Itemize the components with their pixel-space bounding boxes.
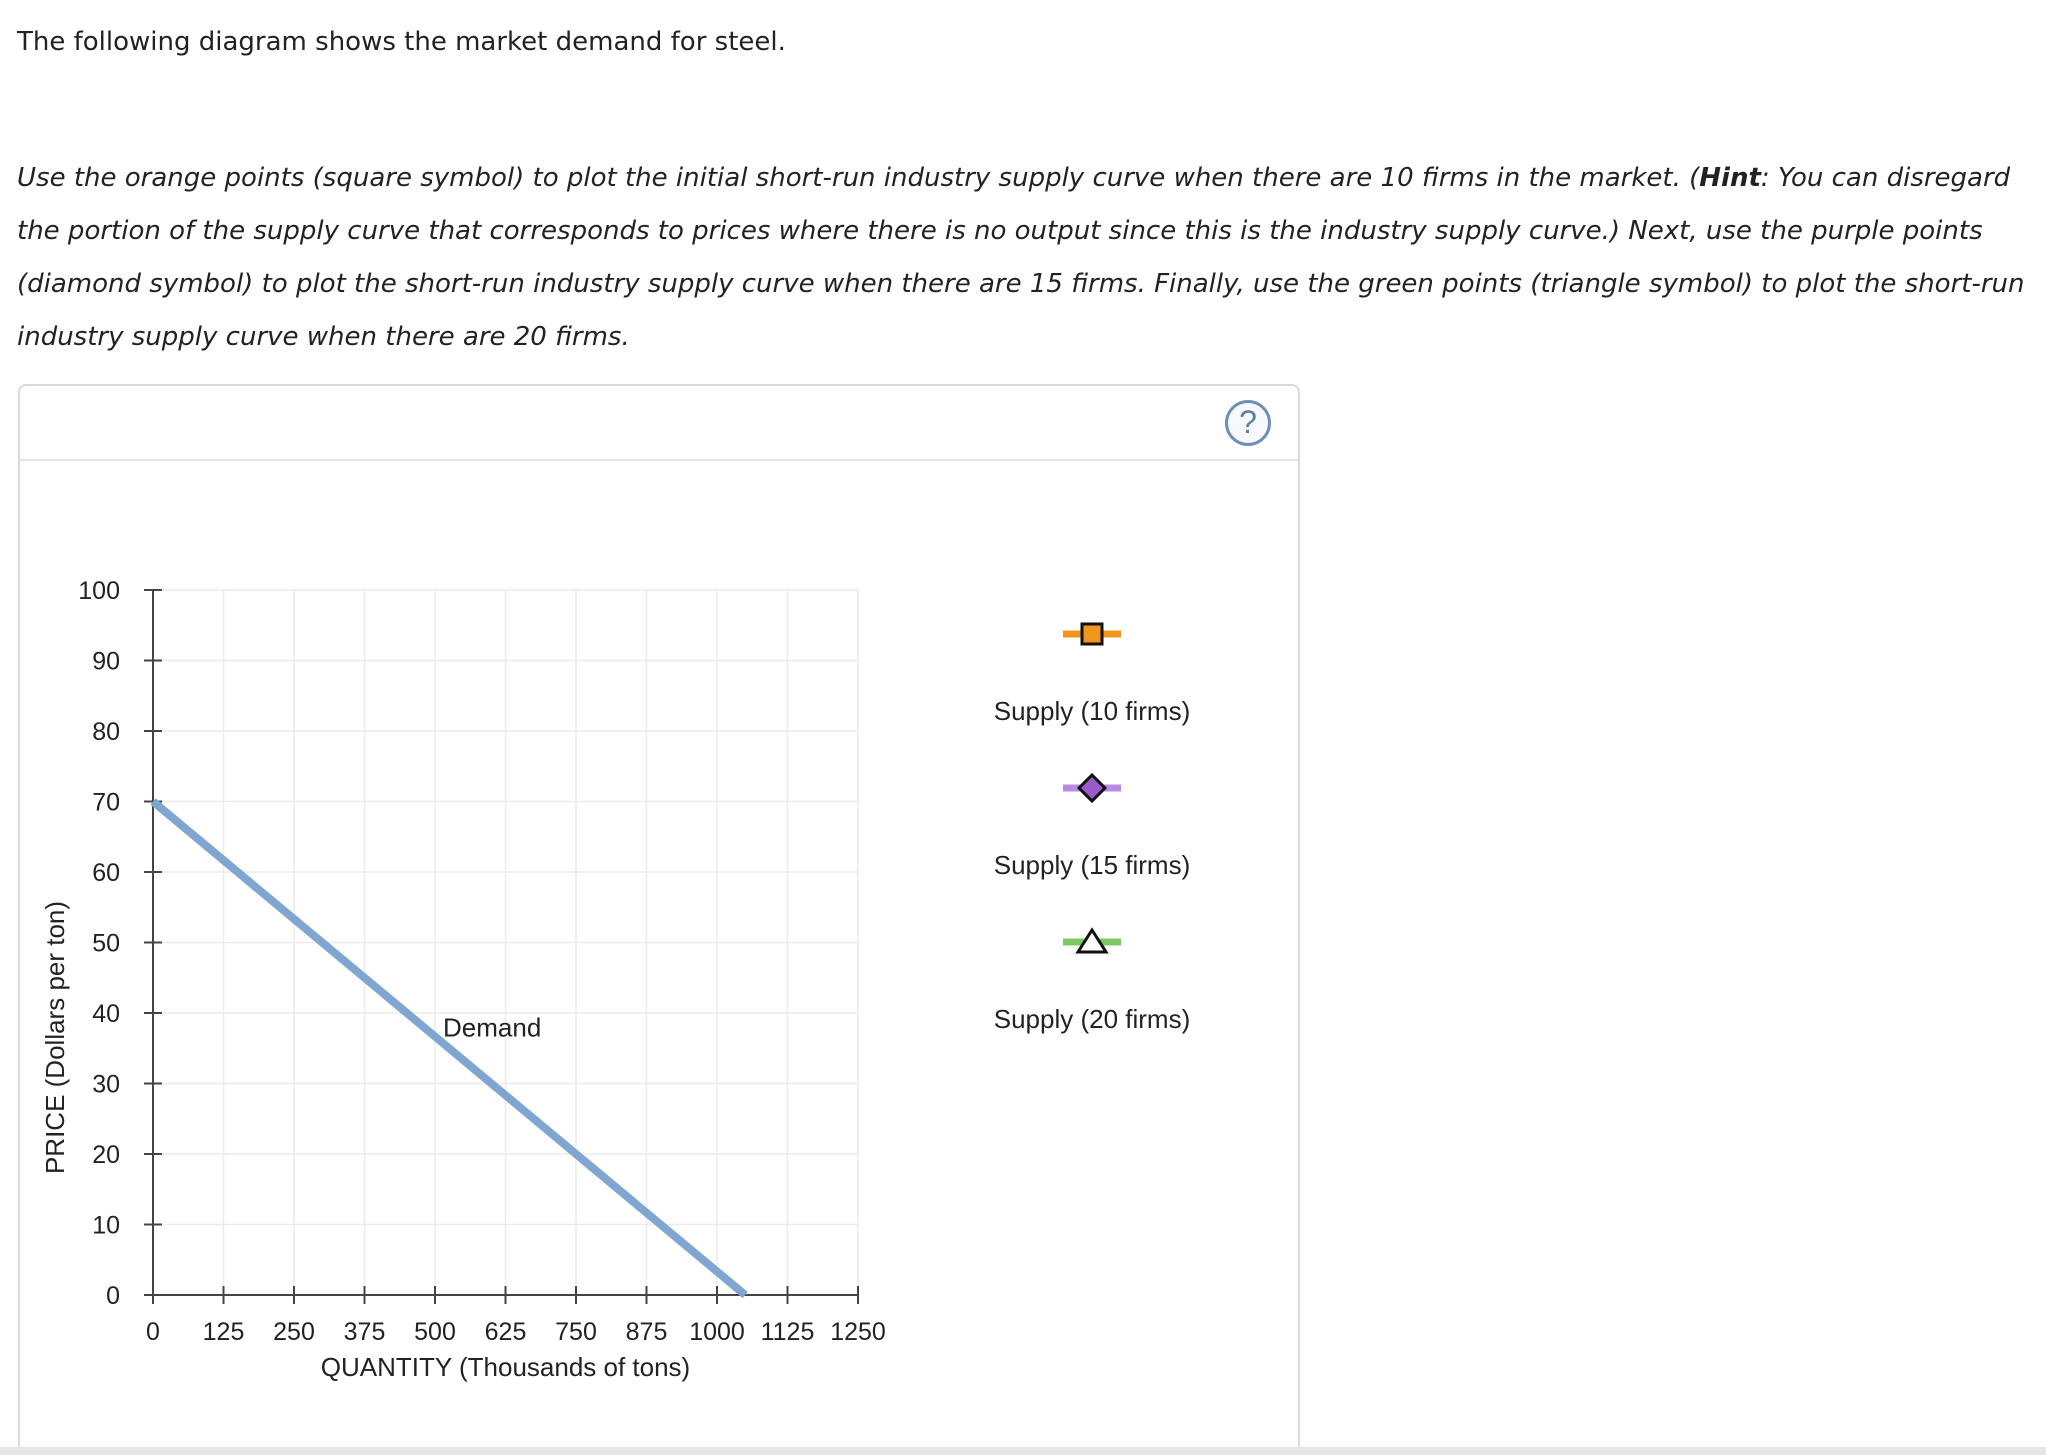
triangle-icon[interactable]: [1075, 927, 1109, 954]
diamond-icon[interactable]: [1076, 772, 1108, 804]
x-tick-label: 375: [344, 1318, 386, 1346]
x-tick-label: 1125: [761, 1318, 815, 1346]
x-axis-title: QUANTITY (Thousands of tons): [321, 1352, 690, 1382]
x-tick-label: 625: [485, 1318, 527, 1346]
y-tick-label: 20: [92, 1141, 120, 1169]
square-icon[interactable]: [1080, 622, 1104, 646]
y-tick-label: 100: [78, 577, 120, 605]
help-button[interactable]: ?: [1225, 400, 1271, 446]
y-tick-label: 60: [92, 859, 120, 887]
instructions-text-part2: : You can disregard the portion of the s…: [17, 163, 2025, 352]
x-tick-label: 875: [626, 1318, 668, 1346]
x-tick-label: 1000: [689, 1318, 745, 1346]
x-tick-label: 750: [555, 1318, 597, 1346]
y-tick-label: 90: [92, 648, 120, 676]
y-tick-label: 30: [92, 1071, 120, 1099]
graph-panel-header: ?: [20, 386, 1298, 461]
y-tick-label: 50: [92, 930, 120, 958]
demand-curve-line[interactable]: [150, 798, 748, 1299]
x-tick-label: 125: [203, 1318, 245, 1346]
y-tick-label: 80: [92, 718, 120, 746]
x-tick-label: 250: [273, 1318, 315, 1346]
palette-label-triangle: Supply (20 firms): [994, 1004, 1191, 1034]
hint-label: Hint: [1699, 163, 1761, 193]
y-axis-title: PRICE (Dollars per ton): [40, 901, 70, 1174]
page-bottom-bar: [0, 1447, 2046, 1455]
y-tick-label: 0: [106, 1282, 120, 1310]
x-tick-label: 1250: [830, 1318, 886, 1346]
demand-curve-label: Demand: [443, 1012, 541, 1042]
y-tick-label: 10: [92, 1212, 120, 1240]
question-mark-icon: ?: [1239, 404, 1257, 440]
x-tick-label: 500: [414, 1318, 456, 1346]
question-intro: The following diagram shows the market d…: [17, 27, 786, 57]
palette-label-diamond: Supply (15 firms): [994, 850, 1191, 880]
question-instructions: Use the orange points (square symbol) to…: [17, 152, 2037, 364]
y-tick-label: 40: [92, 1000, 120, 1028]
instructions-text-part1: Use the orange points (square symbol) to…: [17, 163, 1700, 193]
x-tick-label: 0: [146, 1318, 160, 1346]
y-tick-label: 70: [92, 789, 120, 817]
palette-label-square: Supply (10 firms): [994, 696, 1191, 726]
graph-panel: ?: [18, 384, 1300, 1455]
